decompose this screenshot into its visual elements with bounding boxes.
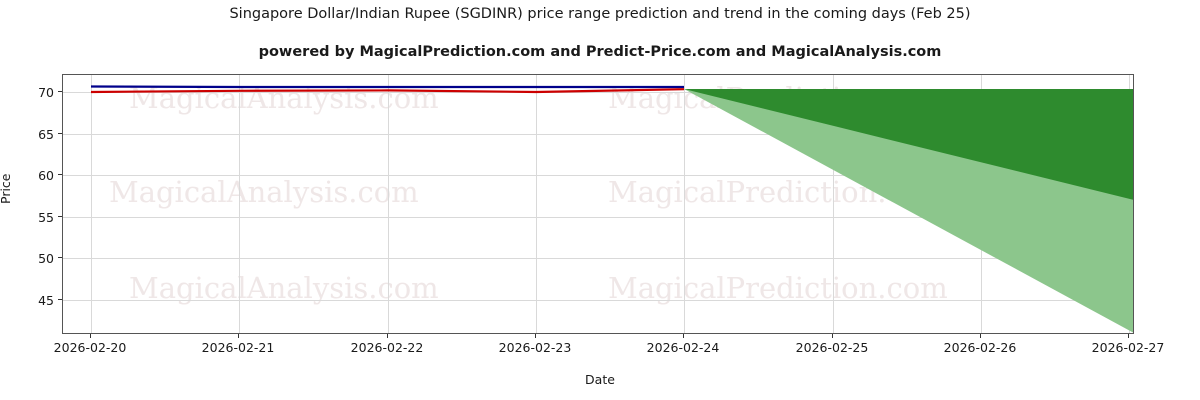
x-tickmark (980, 334, 981, 338)
y-tick-65: 65 (38, 127, 54, 142)
gridline-vertical (388, 75, 389, 333)
inner-forecast-cone (684, 89, 1133, 200)
gridline-vertical (684, 75, 685, 333)
y-tick-55: 55 (38, 210, 54, 225)
gridline-vertical (536, 75, 537, 333)
page-title: Singapore Dollar/Indian Rupee (SGDINR) p… (229, 6, 971, 22)
x-tick-label: 2026-02-27 (1091, 340, 1165, 355)
x-tick-label: 2026-02-22 (350, 340, 424, 355)
x-tickmark (90, 334, 91, 338)
y-tick-50: 50 (38, 251, 54, 266)
high-series-line (90, 85, 684, 89)
gridline-horizontal (63, 134, 1133, 135)
y-tick-70: 70 (38, 85, 54, 100)
y-tick-45: 45 (38, 293, 54, 308)
y-tickmark-50 (58, 257, 62, 258)
y-tickmark-70 (58, 91, 62, 92)
y-tick-60: 60 (38, 168, 54, 183)
x-tick-label: 2026-02-21 (201, 340, 275, 355)
x-tickmark (238, 334, 239, 338)
x-tick-label: 2026-02-25 (795, 340, 869, 355)
x-tick-label: 2026-02-26 (943, 340, 1017, 355)
y-tickmark-45 (58, 299, 62, 300)
y-tickmark-55 (58, 216, 62, 217)
x-tick-label: 2026-02-20 (53, 340, 127, 355)
gridline-horizontal (63, 300, 1133, 301)
x-tickmark (683, 334, 684, 338)
gridline-vertical (833, 75, 834, 333)
gridline-horizontal (63, 258, 1133, 259)
gridline-vertical (91, 75, 92, 333)
low-series-line (90, 88, 685, 94)
x-tick-label: 2026-02-24 (646, 340, 720, 355)
y-tickmark-65 (58, 133, 62, 134)
gridline-horizontal (63, 92, 1133, 93)
gridline-vertical (239, 75, 240, 333)
x-tick-label: 2026-02-23 (498, 340, 572, 355)
plot-area: MagicalAnalysis.com MagicalPrediction.co… (62, 74, 1134, 334)
x-tickmark (1128, 334, 1129, 338)
y-axis-label: Price (0, 173, 13, 205)
gridline-horizontal (63, 217, 1133, 218)
x-tickmark (387, 334, 388, 338)
gridline-horizontal (63, 175, 1133, 176)
x-tickmark (832, 334, 833, 338)
y-tickmark-60 (58, 174, 62, 175)
page-subtitle: powered by MagicalPrediction.com and Pre… (258, 44, 942, 60)
x-axis-label: Date (585, 372, 615, 387)
x-tickmark (535, 334, 536, 338)
